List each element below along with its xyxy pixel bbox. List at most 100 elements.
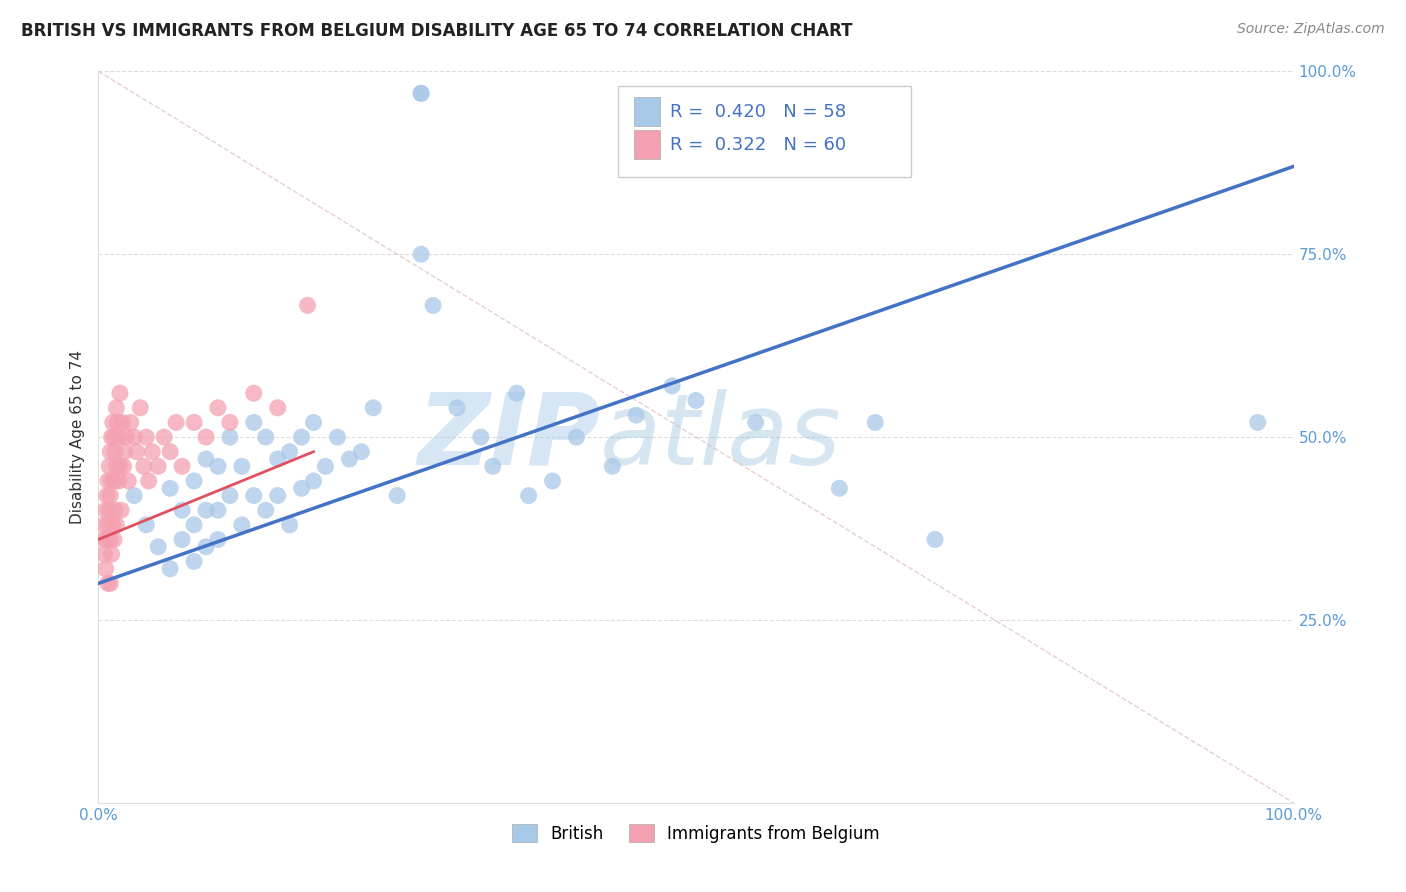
Point bbox=[411, 87, 433, 101]
Point bbox=[141, 444, 163, 458]
Point bbox=[132, 459, 155, 474]
Point bbox=[278, 517, 301, 532]
Point bbox=[326, 430, 349, 444]
Point bbox=[100, 474, 122, 488]
Point bbox=[108, 459, 131, 474]
Point bbox=[865, 416, 887, 430]
Point bbox=[153, 430, 176, 444]
Point bbox=[103, 533, 125, 547]
Point bbox=[148, 459, 170, 474]
Point bbox=[100, 547, 122, 561]
Point bbox=[159, 562, 181, 576]
Point bbox=[363, 401, 385, 415]
Point bbox=[243, 489, 266, 503]
Text: R =  0.420   N = 58: R = 0.420 N = 58 bbox=[669, 103, 846, 120]
Point bbox=[172, 459, 194, 474]
Point bbox=[195, 430, 218, 444]
Point bbox=[207, 533, 229, 547]
Point bbox=[172, 533, 194, 547]
Point bbox=[254, 430, 277, 444]
Point bbox=[93, 533, 115, 547]
Point bbox=[219, 430, 242, 444]
Point bbox=[135, 517, 157, 532]
Point bbox=[481, 459, 505, 474]
Point bbox=[207, 459, 229, 474]
Point bbox=[685, 393, 707, 408]
Point bbox=[148, 540, 170, 554]
Point bbox=[115, 430, 138, 444]
Point bbox=[135, 430, 157, 444]
Point bbox=[111, 416, 134, 430]
Point bbox=[165, 416, 187, 430]
Point bbox=[183, 416, 205, 430]
Point bbox=[339, 452, 361, 467]
Point bbox=[105, 401, 128, 415]
Point bbox=[219, 489, 242, 503]
Point bbox=[98, 489, 122, 503]
Point bbox=[98, 533, 122, 547]
Point bbox=[125, 444, 148, 458]
Text: Source: ZipAtlas.com: Source: ZipAtlas.com bbox=[1237, 22, 1385, 37]
Point bbox=[602, 459, 624, 474]
Point bbox=[350, 444, 373, 458]
Point bbox=[96, 489, 118, 503]
Point bbox=[103, 474, 125, 488]
Point bbox=[138, 474, 160, 488]
Point bbox=[219, 416, 242, 430]
Point bbox=[94, 503, 117, 517]
Point bbox=[110, 503, 132, 517]
Point bbox=[302, 416, 325, 430]
Point bbox=[97, 517, 120, 532]
Point bbox=[267, 452, 290, 467]
Point bbox=[278, 444, 301, 458]
Point bbox=[446, 401, 468, 415]
Point bbox=[159, 444, 181, 458]
Point bbox=[745, 416, 768, 430]
Point bbox=[93, 547, 115, 561]
Point bbox=[183, 474, 205, 488]
Point bbox=[104, 503, 127, 517]
Point bbox=[183, 517, 205, 532]
Point bbox=[243, 386, 266, 401]
Point bbox=[506, 386, 529, 401]
Point bbox=[517, 489, 540, 503]
Point bbox=[207, 401, 229, 415]
Point bbox=[195, 503, 218, 517]
Point bbox=[254, 503, 277, 517]
Point bbox=[411, 247, 433, 261]
Point bbox=[103, 430, 125, 444]
Text: ZIP: ZIP bbox=[418, 389, 600, 485]
Point bbox=[422, 298, 444, 312]
Point bbox=[107, 474, 129, 488]
Legend: British, Immigrants from Belgium: British, Immigrants from Belgium bbox=[506, 818, 886, 849]
Point bbox=[315, 459, 337, 474]
Point bbox=[924, 533, 946, 547]
Point bbox=[98, 576, 122, 591]
Point bbox=[97, 474, 120, 488]
Bar bbox=[634, 97, 661, 127]
Point bbox=[101, 517, 124, 532]
Point bbox=[107, 416, 129, 430]
FancyBboxPatch shape bbox=[619, 86, 911, 178]
Point bbox=[94, 562, 117, 576]
Point bbox=[104, 444, 127, 458]
Point bbox=[302, 474, 325, 488]
Point bbox=[105, 517, 128, 532]
Point bbox=[93, 517, 115, 532]
Point bbox=[207, 503, 229, 517]
Point bbox=[565, 430, 588, 444]
Point bbox=[291, 481, 314, 495]
Bar bbox=[634, 130, 661, 159]
Point bbox=[267, 489, 290, 503]
Point bbox=[195, 452, 218, 467]
Y-axis label: Disability Age 65 to 74: Disability Age 65 to 74 bbox=[69, 350, 84, 524]
Point bbox=[385, 489, 409, 503]
Point bbox=[411, 87, 433, 101]
Point bbox=[195, 540, 218, 554]
Text: BRITISH VS IMMIGRANTS FROM BELGIUM DISABILITY AGE 65 TO 74 CORRELATION CHART: BRITISH VS IMMIGRANTS FROM BELGIUM DISAB… bbox=[21, 22, 852, 40]
Point bbox=[105, 459, 128, 474]
Point bbox=[120, 416, 142, 430]
Point bbox=[98, 459, 121, 474]
Point bbox=[129, 401, 152, 415]
Point bbox=[297, 298, 319, 312]
